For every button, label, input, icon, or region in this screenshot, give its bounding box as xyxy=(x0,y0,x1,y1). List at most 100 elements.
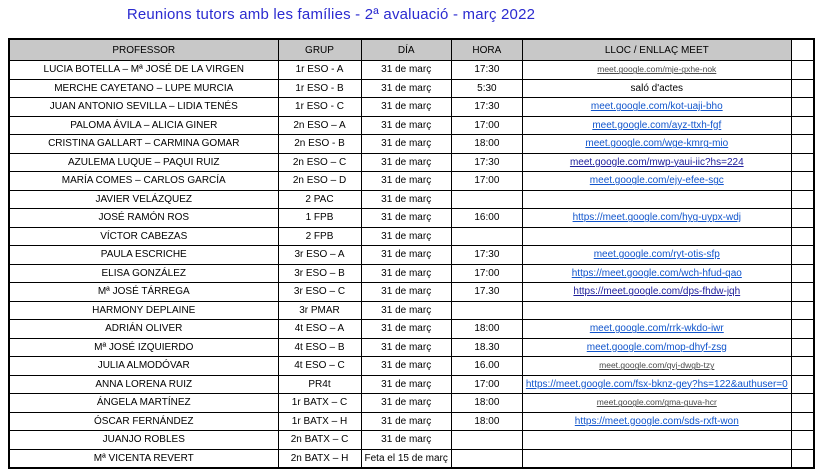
professor-cell: JUAN ANTONIO SEVILLA – LIDIA TENÉS xyxy=(8,97,279,117)
lloc-cell: meet.google.com/rrk-wkdo-iwr xyxy=(521,319,792,339)
table-row: VÍCTOR CABEZAS 2 FPB 31 de març xyxy=(8,226,815,246)
dia-cell: 31 de març xyxy=(360,226,452,246)
meet-link[interactable]: meet.google.com/ejy-efee-sgc xyxy=(589,175,724,187)
page-header: Reunions tutors amb les famílies - 2ª av… xyxy=(0,6,662,24)
meet-link[interactable]: meet.google.com/kot-uaji-bho xyxy=(590,101,723,113)
column-header-extra xyxy=(790,38,815,61)
column-header-hora: HORA xyxy=(450,38,523,61)
meet-link[interactable]: https://meet.google.com/wch-hfud-qao xyxy=(571,267,742,279)
grup-cell: 2n ESO – A xyxy=(277,115,362,135)
dia-cell: 31 de març xyxy=(360,300,452,320)
dia-cell: 31 de març xyxy=(360,393,452,413)
grup-cell: 4t ESO – B xyxy=(277,337,362,357)
meet-link[interactable]: meet.google.com/ayz-ttxh-fgf xyxy=(592,119,722,131)
meet-link[interactable]: meet.google.com/mwp-yaui-iic?hs=224 xyxy=(569,156,744,168)
lloc-cell: meet.google.com/ayz-ttxh-fgf xyxy=(521,115,792,135)
professor-cell: ELISA GONZÁLEZ xyxy=(8,263,279,283)
meet-link[interactable]: meet.google.com/qvj-dwgb-tzy xyxy=(599,360,715,371)
lloc-cell xyxy=(521,430,792,450)
meet-link[interactable]: meet.google.com/rrk-wkdo-iwr xyxy=(589,323,724,335)
dia-cell: 31 de març xyxy=(360,134,452,154)
table-row: ELISA GONZÁLEZ 3r ESO – B 31 de març 17:00 h… xyxy=(8,263,815,283)
table-row: CRISTINA GALLART – CARMINA GOMAR 2n ESO -… xyxy=(8,134,815,154)
table-row: JAVIER VELÁZQUEZ 2 PAC 31 de març xyxy=(8,189,815,209)
dia-cell: 31 de març xyxy=(360,152,452,172)
extra-cell xyxy=(790,263,815,283)
meet-link[interactable]: meet.google.com/mje-gxhe-nok xyxy=(597,64,717,75)
extra-cell xyxy=(790,300,815,320)
extra-cell xyxy=(790,374,815,394)
dia-cell: 31 de març xyxy=(360,337,452,357)
lloc-cell: https://meet.google.com/sds-rxft-won xyxy=(521,411,792,431)
table-row: HARMONY DEPLAINE 3r PMAR 31 de març xyxy=(8,300,815,320)
dia-cell: 31 de març xyxy=(360,282,452,302)
meet-link[interactable]: meet.google.com/ryt-otis-sfp xyxy=(593,249,720,261)
professor-cell: Mª JOSÉ TÁRREGA xyxy=(8,282,279,302)
extra-cell xyxy=(790,60,815,80)
meet-link[interactable]: https://meet.google.com/dps-fhdw-jqh xyxy=(573,286,741,298)
meet-link[interactable]: https://meet.google.com/fsx-bknz-gey?hs=… xyxy=(525,378,788,390)
professor-cell: ADRIÁN OLIVER xyxy=(8,319,279,339)
hora-cell: 16:00 xyxy=(450,208,523,228)
lloc-cell: meet.google.com/qvj-dwgb-tzy xyxy=(521,356,792,376)
table-row: JUANJO ROBLES 2n BATX – C 31 de març xyxy=(8,430,815,450)
grup-cell: 2n ESO - B xyxy=(277,134,362,154)
lloc-cell: meet.google.com/mje-gxhe-nok xyxy=(521,60,792,80)
hora-cell: 16.00 xyxy=(450,356,523,376)
professor-cell: JULIA ALMODÓVAR xyxy=(8,356,279,376)
extra-cell xyxy=(790,208,815,228)
meet-link[interactable]: https://meet.google.com/sds-rxft-won xyxy=(574,415,739,427)
meet-link[interactable]: https://meet.google.com/hyg-uypx-wdj xyxy=(572,212,741,224)
table-body: LUCIA BOTELLA – Mª JOSÉ DE LA VIRGEN 1r E… xyxy=(8,60,815,469)
hora-cell: 18.30 xyxy=(450,337,523,357)
meet-link[interactable]: meet.google.com/wge-kmrg-mio xyxy=(585,138,729,150)
lloc-cell: meet.google.com/kot-uaji-bho xyxy=(521,97,792,117)
professor-cell: LUCIA BOTELLA – Mª JOSÉ DE LA VIRGEN xyxy=(8,60,279,80)
page-title: Reunions tutors amb les famílies - 2ª av… xyxy=(126,6,536,23)
hora-cell xyxy=(450,300,523,320)
lloc-cell: https://meet.google.com/dps-fhdw-jqh xyxy=(521,282,792,302)
extra-cell xyxy=(790,245,815,265)
table-row: ADRIÁN OLIVER 4t ESO – A 31 de març 18:00 me… xyxy=(8,319,815,339)
table-row: PALOMA ÁVILA – ALICIA GINER 2n ESO – A 31 … xyxy=(8,115,815,135)
hora-cell: 17:00 xyxy=(450,263,523,283)
extra-cell xyxy=(790,411,815,431)
hora-cell: 5:30 xyxy=(450,78,523,98)
column-header-professor: PROFESSOR xyxy=(8,38,279,61)
dia-cell: 31 de març xyxy=(360,245,452,265)
table-row: ANNA LORENA RUIZ PR4t 31 de març 17:00 https… xyxy=(8,374,815,394)
meet-link[interactable]: meet.google.com/mop-dhyf-zsg xyxy=(586,341,727,353)
grup-cell: 1r ESO - B xyxy=(277,78,362,98)
table-row: MARÍA COMES – CARLOS GARCÍA 2n ESO – D 31 … xyxy=(8,171,815,191)
hora-cell: 17:00 xyxy=(450,374,523,394)
professor-cell: MERCHE CAYETANO – LUPE MURCIA xyxy=(8,78,279,98)
professor-cell: VÍCTOR CABEZAS xyxy=(8,226,279,246)
lloc-cell xyxy=(521,300,792,320)
meetings-table: PROFESSOR GRUP DÍA HORA LLOC / ENLLAÇ MEET L… xyxy=(8,38,816,469)
lloc-cell: https://meet.google.com/hyg-uypx-wdj xyxy=(521,208,792,228)
lloc-cell xyxy=(521,189,792,209)
hora-cell: 17:30 xyxy=(450,97,523,117)
dia-cell: 31 de març xyxy=(360,319,452,339)
hora-cell xyxy=(450,430,523,450)
hora-cell: 17:30 xyxy=(450,60,523,80)
meet-link[interactable]: meet.google.com/gma-guva-hcr xyxy=(596,397,717,408)
dia-cell: 31 de març xyxy=(360,430,452,450)
column-header-grup: GRUP xyxy=(277,38,362,61)
table-row: ÓSCAR FERNÁNDEZ 1r BATX – H 31 de març 18:0… xyxy=(8,411,815,431)
extra-cell xyxy=(790,152,815,172)
extra-cell xyxy=(790,115,815,135)
dia-cell: 31 de març xyxy=(360,60,452,80)
professor-cell: AZULEMA LUQUE – PAQUI RUIZ xyxy=(8,152,279,172)
professor-cell: ÓSCAR FERNÁNDEZ xyxy=(8,411,279,431)
grup-cell: 1 FPB xyxy=(277,208,362,228)
extra-cell xyxy=(790,78,815,98)
grup-cell: 3r ESO – C xyxy=(277,282,362,302)
extra-cell xyxy=(790,226,815,246)
extra-cell xyxy=(790,319,815,339)
extra-cell xyxy=(790,282,815,302)
table-row: JUAN ANTONIO SEVILLA – LIDIA TENÉS 1r ESO… xyxy=(8,97,815,117)
dia-cell: 31 de març xyxy=(360,411,452,431)
extra-cell xyxy=(790,430,815,450)
